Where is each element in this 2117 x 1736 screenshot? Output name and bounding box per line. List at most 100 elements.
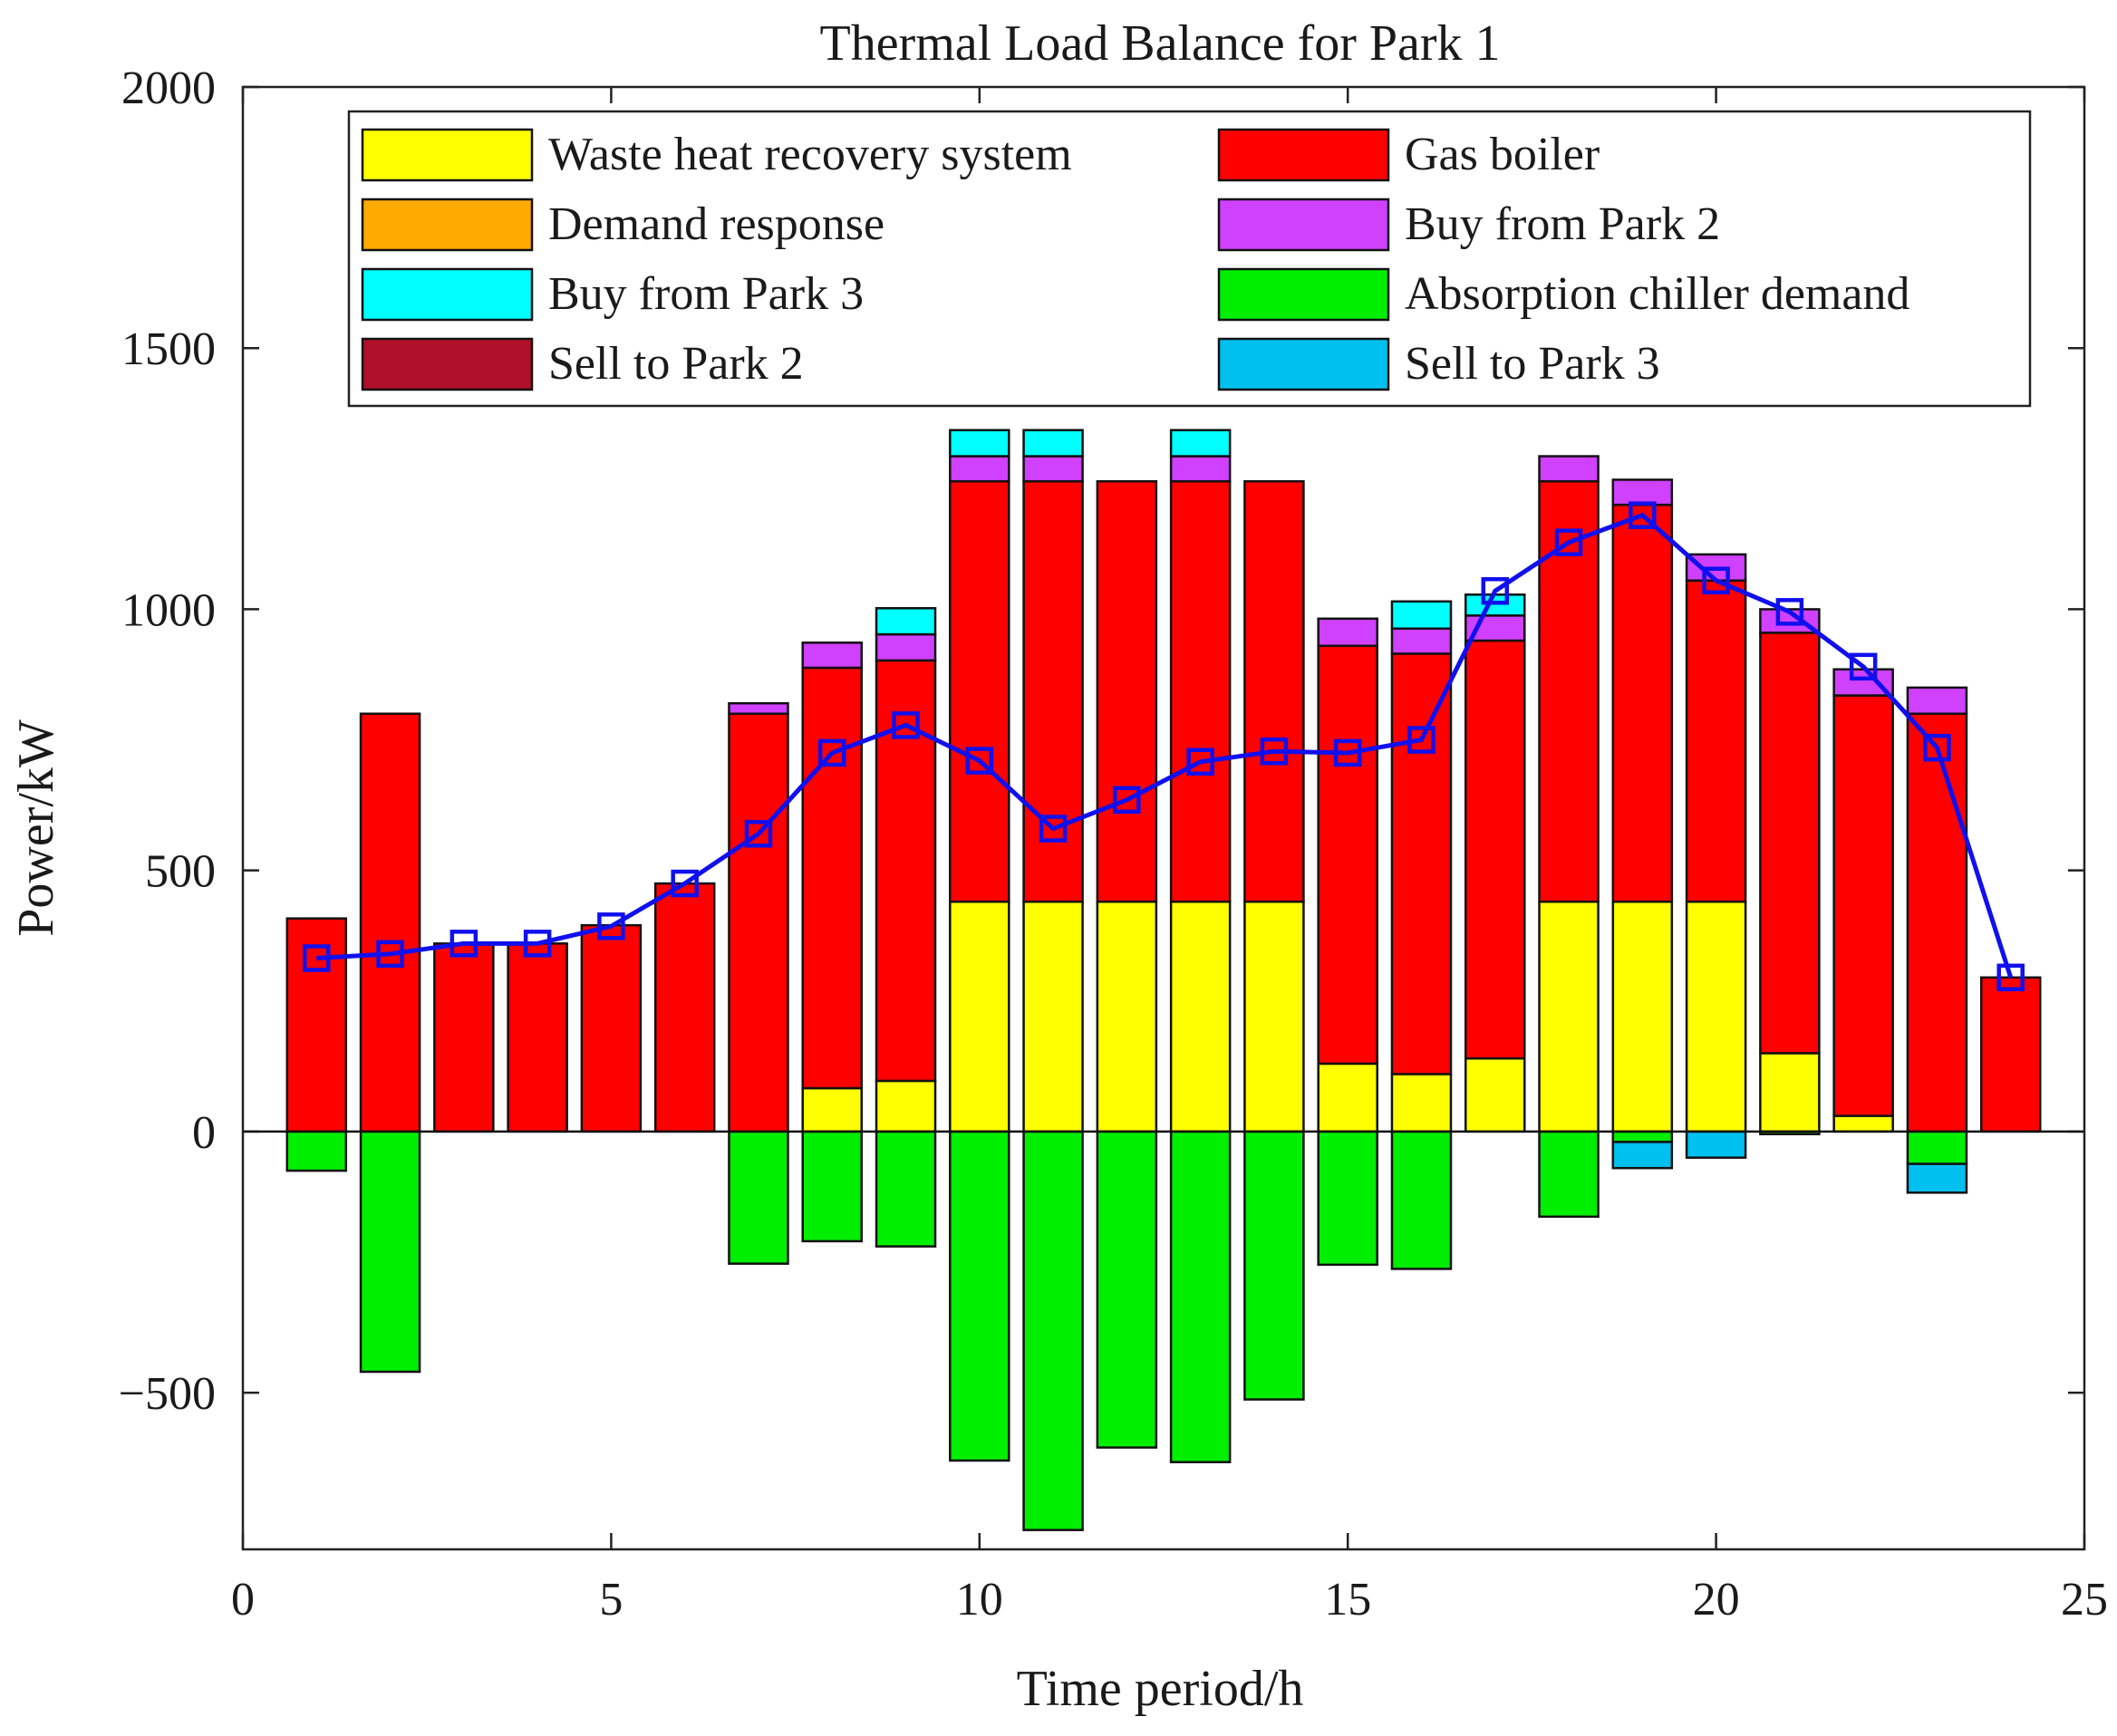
axes-layer: 0 5 10 15 20 25 −500 0 500 1000 1500 2000 <box>119 63 2108 1625</box>
load-marker-h19 <box>1629 501 1657 529</box>
legend-label: Demand response <box>548 198 884 250</box>
y-axis-title: Power/kW <box>8 719 64 937</box>
bar-gas-boiler-h4 <box>507 942 568 1133</box>
bar-absorption-chiller-demand-h2 <box>359 1130 421 1374</box>
y-tick-label: −500 <box>119 1368 216 1420</box>
bar-gas-boiler-h22 <box>1832 694 1894 1117</box>
bar-buy-from-park-2-h18 <box>1538 455 1600 483</box>
legend-label: Buy from Park 2 <box>1405 198 1720 250</box>
bar-buy-from-park-3-h16 <box>1390 600 1453 631</box>
legend-swatch <box>1217 337 1390 391</box>
bar-sell-to-park-3-h20 <box>1685 1130 1747 1159</box>
y-tick-label: 1500 <box>121 323 216 375</box>
load-marker-h9 <box>892 711 920 739</box>
bar-gas-boiler-h5 <box>580 923 643 1133</box>
bar-gas-boiler-h23 <box>1906 712 1968 1133</box>
bar-buy-from-park-3-h9 <box>875 607 937 636</box>
x-tick-label: 15 <box>1324 1574 1371 1625</box>
bar-gas-boiler-h1 <box>285 917 348 1133</box>
y-tick-label: 500 <box>145 846 216 898</box>
load-marker-h2 <box>376 940 404 969</box>
legend-swatch <box>361 337 534 391</box>
legend-label: Waste heat recovery system <box>548 129 1072 180</box>
bar-absorption-chiller-demand-h19 <box>1611 1130 1674 1143</box>
bar-waste-heat-recovery-system-h12 <box>1096 900 1158 1133</box>
legend-label: Gas boiler <box>1405 129 1600 180</box>
bar-gas-boiler-h7 <box>728 712 789 1133</box>
y-tick-label: 2000 <box>121 63 216 114</box>
bar-buy-from-park-2-h16 <box>1390 627 1453 655</box>
bar-waste-heat-recovery-system-h20 <box>1685 900 1747 1133</box>
y-tick-label: 0 <box>192 1107 216 1159</box>
bar-gas-boiler-h13 <box>1169 479 1232 903</box>
bar-gas-boiler-h19 <box>1611 503 1674 903</box>
bar-gas-boiler-h6 <box>653 882 716 1133</box>
legend-swatch <box>1217 128 1390 182</box>
bar-gas-boiler-h14 <box>1243 479 1305 903</box>
load-marker-h3 <box>450 930 478 958</box>
legend-label: Absorption chiller demand <box>1405 268 1909 320</box>
legend-swatch <box>361 128 534 182</box>
plot-frame <box>241 85 2086 1551</box>
bar-gas-boiler-h10 <box>949 479 1010 903</box>
legend: Waste heat recovery system Gas boiler Dema… <box>347 110 2032 408</box>
bar-absorption-chiller-demand-h8 <box>801 1130 864 1243</box>
bar-gas-boiler-h20 <box>1685 579 1747 903</box>
bar-absorption-chiller-demand-h14 <box>1243 1130 1305 1401</box>
load-line <box>316 512 2014 979</box>
legend-swatch <box>361 198 534 252</box>
legend-box <box>347 110 2032 408</box>
bar-absorption-chiller-demand-h15 <box>1317 1130 1378 1267</box>
legend-label: Buy from Park 3 <box>548 268 864 320</box>
bar-buy-from-park-2-h9 <box>875 632 937 662</box>
load-marker-h20 <box>1702 566 1730 594</box>
bar-buy-from-park-2-h13 <box>1169 455 1232 483</box>
load-marker-h24 <box>1996 963 2025 992</box>
bar-absorption-chiller-demand-h1 <box>285 1130 348 1172</box>
x-tick-label: 10 <box>956 1574 1003 1625</box>
bar-waste-heat-recovery-system-h19 <box>1611 900 1674 1133</box>
bar-waste-heat-recovery-system-h18 <box>1538 900 1600 1133</box>
bar-waste-heat-recovery-system-h9 <box>875 1079 937 1133</box>
bar-buy-from-park-2-h8 <box>801 641 864 670</box>
bars-layer <box>243 429 2084 1531</box>
load-marker-h6 <box>671 869 699 898</box>
load-marker-h11 <box>1039 815 1068 843</box>
legend-label: Sell to Park 2 <box>548 338 804 390</box>
bar-waste-heat-recovery-system-h15 <box>1317 1062 1378 1133</box>
bar-gas-boiler-h16 <box>1390 652 1453 1075</box>
legend-label: Sell to Park 3 <box>1405 338 1660 390</box>
bar-buy-from-park-2-h19 <box>1611 478 1674 506</box>
bar-gas-boiler-h21 <box>1759 632 1821 1055</box>
bar-buy-from-park-3-h11 <box>1022 429 1084 458</box>
bar-gas-boiler-h8 <box>801 666 864 1090</box>
bar-waste-heat-recovery-system-h10 <box>949 900 1010 1133</box>
bar-absorption-chiller-demand-h16 <box>1390 1130 1453 1270</box>
load-marker-h5 <box>597 912 625 940</box>
bar-waste-heat-recovery-system-h21 <box>1759 1052 1821 1133</box>
x-tick-label: 5 <box>599 1574 623 1625</box>
bar-absorption-chiller-demand-h13 <box>1169 1130 1232 1463</box>
bar-gas-boiler-h12 <box>1096 479 1158 903</box>
y-tick-label: 1000 <box>121 584 216 636</box>
load-marker-h8 <box>817 738 846 767</box>
bar-absorption-chiller-demand-h10 <box>949 1130 1010 1462</box>
bar-buy-from-park-2-h7 <box>728 701 789 715</box>
legend-swatch <box>1217 267 1390 322</box>
x-tick-label: 25 <box>2061 1574 2108 1625</box>
load-marker-h10 <box>965 747 994 775</box>
load-marker-h18 <box>1554 528 1583 556</box>
bar-sell-to-park-3-h23 <box>1906 1162 1968 1194</box>
load-marker-h22 <box>1849 652 1878 681</box>
bar-gas-boiler-h24 <box>1979 976 2042 1133</box>
bar-waste-heat-recovery-system-h13 <box>1169 900 1232 1133</box>
bar-absorption-chiller-demand-h7 <box>728 1130 789 1265</box>
load-marker-h21 <box>1775 598 1804 626</box>
bar-buy-from-park-2-h15 <box>1317 617 1378 648</box>
bar-buy-from-park-2-h11 <box>1022 455 1084 483</box>
bar-buy-from-park-3-h17 <box>1464 593 1526 617</box>
load-marker-h14 <box>1260 737 1289 766</box>
bar-gas-boiler-h15 <box>1317 644 1378 1066</box>
load-marker-h13 <box>1186 747 1214 776</box>
